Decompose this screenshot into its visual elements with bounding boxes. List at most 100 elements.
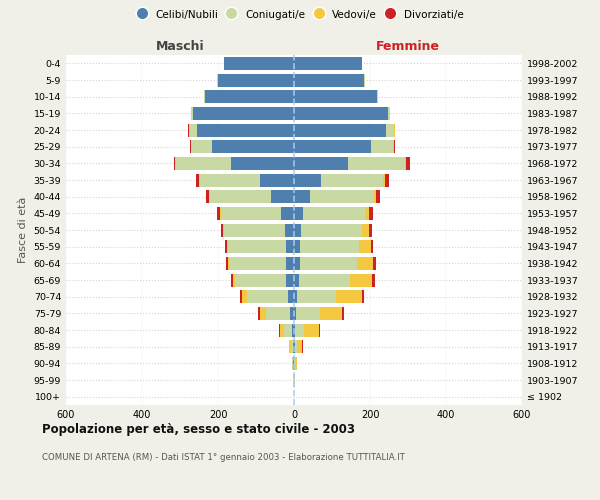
Text: Maschi: Maschi	[155, 40, 205, 54]
Bar	[320, 307, 342, 320]
Bar	[294, 124, 386, 136]
Bar	[365, 207, 369, 220]
Bar	[176, 157, 232, 170]
Bar	[286, 257, 294, 270]
Bar	[209, 190, 271, 203]
Bar	[336, 290, 362, 303]
Bar	[293, 357, 294, 370]
Bar	[394, 140, 395, 153]
Bar	[290, 307, 294, 320]
Bar	[297, 340, 302, 353]
Bar	[294, 90, 377, 103]
Bar	[405, 157, 406, 170]
Bar	[295, 324, 304, 336]
Bar	[225, 240, 227, 253]
Bar	[294, 307, 296, 320]
Bar	[294, 57, 362, 70]
Bar	[191, 107, 193, 120]
Bar	[296, 307, 320, 320]
Bar	[190, 140, 191, 153]
Bar	[258, 307, 260, 320]
Bar	[350, 274, 372, 286]
Bar	[218, 74, 294, 86]
Bar	[393, 140, 394, 153]
Legend: Celibi/Nubili, Coniugati/e, Vedovi/e, Divorziati/e: Celibi/Nubili, Coniugati/e, Vedovi/e, Di…	[132, 5, 468, 24]
Bar	[292, 324, 294, 336]
Bar	[224, 224, 284, 236]
Bar	[297, 290, 336, 303]
Bar	[300, 257, 358, 270]
Bar	[223, 224, 224, 236]
Bar	[199, 174, 200, 186]
Bar	[240, 290, 242, 303]
Bar	[224, 57, 294, 70]
Bar	[362, 224, 369, 236]
Bar	[369, 224, 371, 236]
Bar	[294, 174, 322, 186]
Bar	[294, 274, 299, 286]
Text: Popolazione per età, sesso e stato civile - 2003: Popolazione per età, sesso e stato civil…	[42, 422, 355, 436]
Bar	[217, 74, 218, 86]
Bar	[232, 157, 294, 170]
Bar	[294, 157, 348, 170]
Bar	[300, 240, 359, 253]
Bar	[406, 157, 410, 170]
Bar	[294, 240, 300, 253]
Bar	[281, 207, 294, 220]
Bar	[376, 190, 380, 203]
Bar	[228, 257, 229, 270]
Bar	[193, 107, 294, 120]
Bar	[371, 140, 393, 153]
Bar	[322, 174, 383, 186]
Bar	[294, 257, 300, 270]
Text: COMUNE DI ARTENA (RM) - Dati ISTAT 1° gennaio 2003 - Elaborazione TUTTITALIA.IT: COMUNE DI ARTENA (RM) - Dati ISTAT 1° ge…	[42, 452, 405, 462]
Bar	[212, 140, 294, 153]
Bar	[196, 174, 199, 186]
Bar	[299, 274, 350, 286]
Bar	[284, 224, 294, 236]
Bar	[294, 290, 297, 303]
Bar	[388, 107, 390, 120]
Bar	[372, 274, 374, 286]
Bar	[226, 257, 228, 270]
Bar	[377, 90, 378, 103]
Bar	[295, 357, 296, 370]
Bar	[369, 207, 373, 220]
Bar	[294, 74, 364, 86]
Bar	[294, 190, 310, 203]
Bar	[188, 124, 189, 136]
Bar	[373, 257, 376, 270]
Bar	[294, 224, 301, 236]
Bar	[371, 240, 373, 253]
Bar	[265, 307, 290, 320]
Text: Femmine: Femmine	[376, 40, 440, 54]
Bar	[374, 190, 376, 203]
Bar	[242, 290, 247, 303]
Bar	[294, 107, 388, 120]
Bar	[175, 157, 176, 170]
Bar	[289, 340, 290, 353]
Bar	[203, 90, 205, 103]
Bar	[228, 240, 286, 253]
Bar	[383, 174, 385, 186]
Bar	[362, 290, 364, 303]
Bar	[385, 174, 389, 186]
Bar	[286, 240, 294, 253]
Bar	[358, 257, 373, 270]
Y-axis label: Anni di nascita: Anni di nascita	[598, 188, 600, 271]
Y-axis label: Fasce di età: Fasce di età	[18, 197, 28, 263]
Bar	[190, 124, 197, 136]
Bar	[279, 324, 280, 336]
Bar	[271, 190, 294, 203]
Bar	[280, 324, 284, 336]
Bar	[227, 240, 228, 253]
Bar	[191, 140, 212, 153]
Bar	[288, 290, 294, 303]
Bar	[301, 224, 362, 236]
Bar	[197, 124, 294, 136]
Bar	[235, 274, 286, 286]
Bar	[303, 207, 365, 220]
Bar	[295, 340, 297, 353]
Bar	[310, 190, 374, 203]
Bar	[217, 207, 220, 220]
